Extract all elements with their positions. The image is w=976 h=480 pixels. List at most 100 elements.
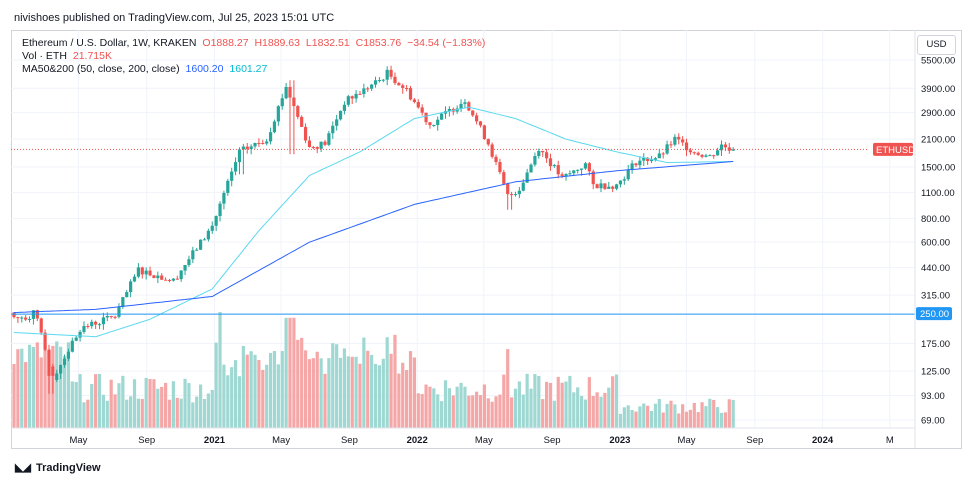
candle-body <box>696 152 700 155</box>
candle-body <box>712 155 716 157</box>
candle-body <box>300 116 304 127</box>
candle-body <box>486 139 490 145</box>
candle-body <box>43 332 47 350</box>
candle-body <box>723 144 728 148</box>
candle-body <box>47 349 51 376</box>
candle-body <box>525 172 529 183</box>
legend-high: H1889.63 <box>254 37 300 49</box>
candle-body <box>509 194 514 196</box>
candle-body <box>587 163 591 172</box>
candle-body <box>214 216 218 226</box>
candle-body <box>614 184 619 189</box>
x-axis-tick-label: Sep <box>341 435 358 446</box>
volume-bar <box>696 412 700 428</box>
candle-body <box>552 165 556 167</box>
tradingview-footer[interactable]: ◣◢ TradingView <box>15 461 101 474</box>
volume-bar <box>630 409 634 428</box>
volume-bar <box>673 404 677 428</box>
legend-ma-slow: 1601.27 <box>229 63 268 75</box>
candle-body <box>389 69 393 77</box>
volume-bar <box>614 374 619 428</box>
candle-body <box>175 278 179 280</box>
candle-body <box>307 140 312 147</box>
legend-symbol[interactable]: Ethereum / U.S. Dollar, 1W, KRAKEN <box>22 37 197 49</box>
candle-body <box>599 183 603 189</box>
volume-bar <box>24 362 28 428</box>
volume-bar <box>377 365 382 428</box>
candle-body <box>346 96 350 105</box>
volume-bar <box>634 411 638 428</box>
volume-bar <box>591 396 595 428</box>
volume-bar <box>416 393 420 428</box>
volume-bar <box>459 382 463 428</box>
volume-bar <box>350 356 354 428</box>
candle-body <box>101 317 106 325</box>
volume-bar <box>408 351 413 428</box>
candle-body <box>688 150 693 153</box>
legend-ma-fast: 1600.20 <box>185 63 224 75</box>
candle-body <box>677 136 681 140</box>
candle-body <box>315 147 319 149</box>
volume-bar <box>684 411 689 428</box>
candle-body <box>288 86 292 98</box>
candle-body <box>482 125 486 140</box>
volume-bar <box>171 381 175 428</box>
volume-bar <box>700 402 704 428</box>
candle-body <box>490 144 494 157</box>
candle-body <box>622 179 626 181</box>
candle-body <box>416 102 420 108</box>
volume-bar <box>712 399 716 428</box>
footer-brand: TradingView <box>35 462 101 474</box>
candle-body <box>70 340 74 352</box>
volume-bar <box>513 388 518 428</box>
volume-bar <box>688 409 693 428</box>
volume-bar <box>113 394 117 428</box>
y-axis-tick-label: 600.00 <box>921 238 950 249</box>
currency-button[interactable]: USD <box>917 35 956 55</box>
legend-ma-label[interactable]: MA50&200 (50, close, 200, close) <box>22 63 180 75</box>
volume-bar <box>125 399 129 428</box>
volume-bar <box>576 387 580 428</box>
candle-body <box>253 142 257 147</box>
volume-bar <box>241 345 245 428</box>
volume-bar <box>541 399 545 428</box>
candle-body <box>183 265 187 271</box>
candle-body <box>498 162 502 173</box>
legend-vol-label[interactable]: Vol · ETH <box>22 50 67 62</box>
candle-body <box>121 297 125 307</box>
candle-body <box>618 180 623 185</box>
candle-body <box>335 119 339 126</box>
candle-body <box>478 121 483 126</box>
y-axis-tick-label: 125.00 <box>921 367 950 378</box>
volume-bar <box>657 398 661 428</box>
volume-bar <box>315 351 319 428</box>
volume-bar <box>109 379 113 428</box>
candle-body <box>191 250 195 260</box>
candle-body <box>152 275 156 279</box>
volume-bar <box>342 348 347 428</box>
candle-body <box>420 107 424 113</box>
candle-body <box>109 316 113 318</box>
volume-bar <box>303 350 308 428</box>
volume-bar <box>443 380 448 428</box>
y-axis-tick-label: 93.00 <box>921 391 945 402</box>
candle-body <box>440 113 444 120</box>
candle-body <box>366 88 370 90</box>
candle-body <box>638 160 642 166</box>
candle-body <box>572 170 576 174</box>
x-axis-tick-label: 2024 <box>812 435 834 446</box>
y-axis-tick-label: 3900.00 <box>921 84 955 95</box>
candle-body <box>97 324 102 326</box>
x-axis-tick-label: May <box>272 435 290 446</box>
symbol-price-tag <box>873 142 913 156</box>
candle-body <box>541 150 545 153</box>
price-chart[interactable]: 5500.00 3900.00 2900.00 2100.00 1500.00 1100.… <box>11 30 962 449</box>
volume-bar <box>307 359 312 428</box>
volume-bar <box>405 369 409 428</box>
volume-bar <box>195 396 199 428</box>
candle-body <box>129 281 133 293</box>
volume-bar <box>548 382 553 428</box>
volume-bar <box>74 382 78 428</box>
candle-body <box>595 184 599 189</box>
candle-body <box>401 85 405 89</box>
